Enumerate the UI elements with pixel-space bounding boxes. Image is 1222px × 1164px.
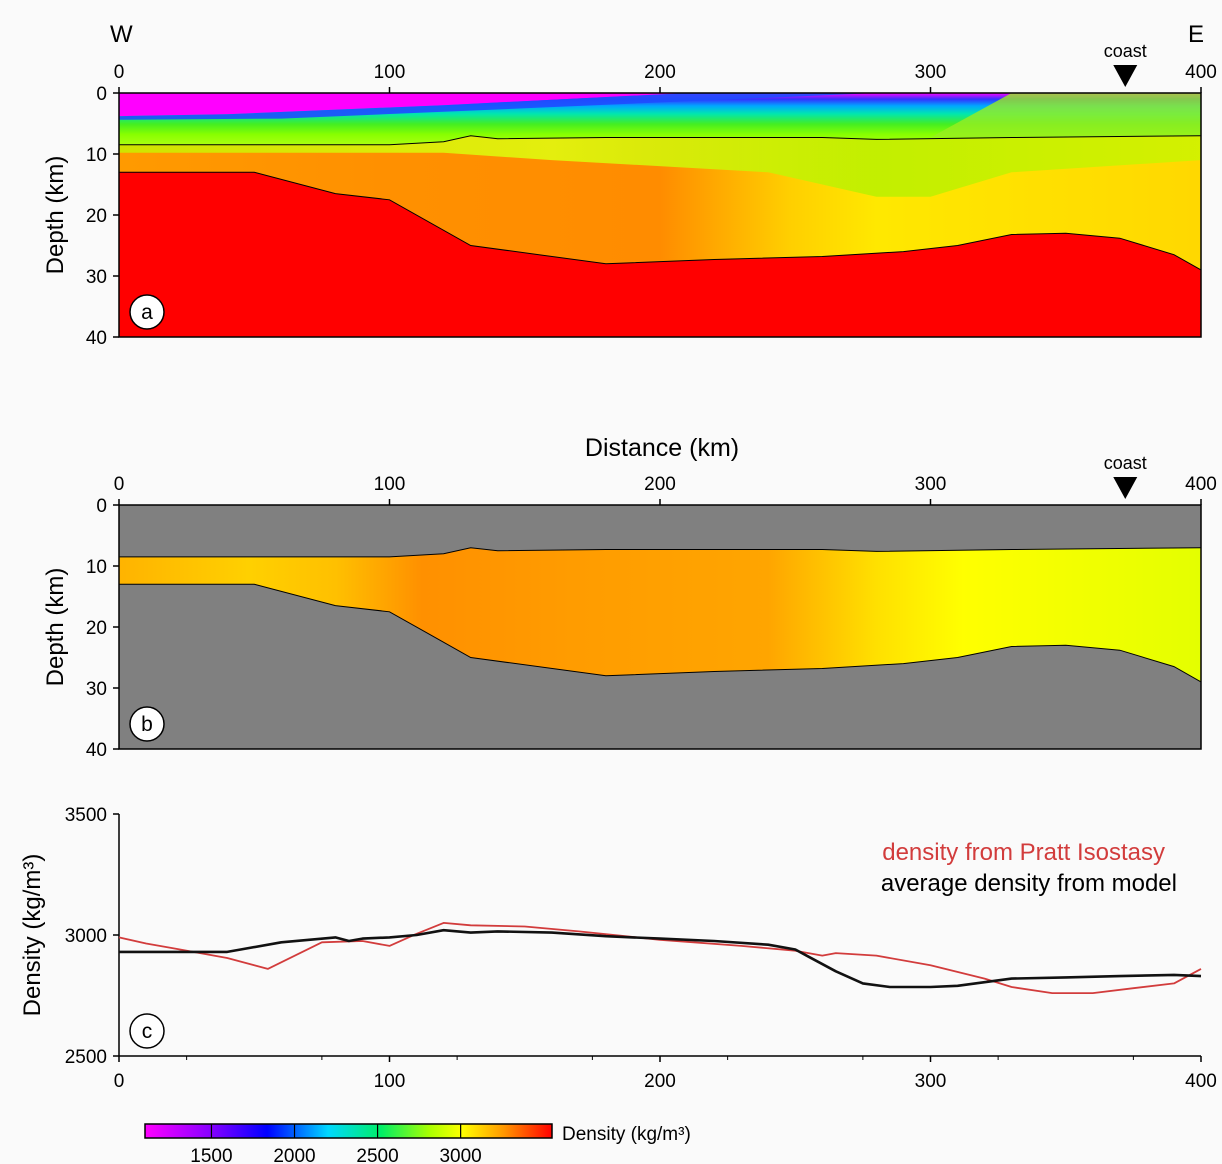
distance-axis-label: Distance (km) [585, 434, 739, 462]
density-colorbar: Density (kg/m³) 1500 2000 2500 3000 [144, 1123, 691, 1164]
panel-letter: b [141, 713, 153, 736]
x-tick-label: 300 [915, 1071, 947, 1092]
legend-pratt-isostasy: density from Pratt Isostasy [882, 839, 1165, 866]
y-tick-label: 0 [96, 84, 107, 105]
x-tick-label: 400 [1185, 474, 1217, 495]
y-axis-label: Density (kg/m³) [19, 854, 46, 1017]
coastal-shelf-region [930, 93, 1201, 138]
colorbar-tick-label: 2500 [356, 1146, 398, 1164]
panel-letter: a [141, 301, 153, 324]
coast-marker-icon [1113, 477, 1138, 499]
panel-letter-circle [129, 1013, 165, 1049]
panel-a-velocity-model: 0 100 200 300 400 0 10 20 30 40 Depth (km) coast a [42, 41, 1217, 349]
y-tick-label: 3000 [65, 926, 107, 947]
moho-line [119, 171, 1202, 271]
x-tick-label: 300 [915, 62, 947, 83]
blue-layer [119, 93, 877, 120]
panel-letter-circle [129, 294, 165, 330]
east-label: E [1188, 21, 1204, 48]
moho-line [119, 583, 1202, 683]
y-tick-label: 2500 [65, 1047, 107, 1068]
y-tick-label: 20 [86, 206, 107, 227]
x-tick-label: 400 [1185, 62, 1217, 83]
sediment-base-line [119, 547, 1202, 558]
x-tick-label: 300 [915, 474, 947, 495]
x-tick-label: 100 [374, 1071, 406, 1092]
x-tick-label: 0 [114, 62, 125, 83]
coast-marker-icon [1113, 65, 1138, 87]
y-tick-label: 20 [86, 618, 107, 639]
crust-region [119, 547, 1201, 682]
y-tick-label: 30 [86, 267, 107, 288]
legend-average-density: average density from model [881, 870, 1177, 897]
x-tick-label: 200 [644, 62, 676, 83]
x-tick-label: 400 [1185, 1071, 1217, 1092]
colorbar-tick-label: 3000 [439, 1146, 481, 1164]
x-tick-label: 0 [114, 474, 125, 495]
x-tick-label: 100 [374, 62, 406, 83]
panel-letter: c [142, 1020, 153, 1043]
panel-b-density-model: 0 100 200 300 400 0 10 20 30 40 Depth (km) coast b [42, 453, 1217, 761]
coast-label: coast [1104, 41, 1147, 61]
coast-label: coast [1104, 453, 1147, 473]
y-tick-label: 3500 [65, 805, 107, 826]
sediment-base-line [119, 135, 1202, 146]
x-tick-label: 200 [644, 474, 676, 495]
x-tick-label: 0 [114, 1071, 125, 1092]
panel-c-density-profile: 0 100 200 300 400 2500 3000 3500 Density (kg/m³)… [19, 805, 1217, 1092]
colorbar-label: Density (kg/m³) [562, 1124, 691, 1145]
upper-crust-region [119, 135, 1201, 197]
y-axis-label: Depth (km) [42, 156, 69, 275]
x-tick-label: 200 [644, 1071, 676, 1092]
y-tick-label: 40 [86, 740, 107, 761]
west-label: W [110, 21, 133, 48]
y-tick-label: 40 [86, 328, 107, 349]
y-tick-label: 0 [96, 496, 107, 517]
panel-letter-circle [129, 706, 165, 742]
pratt-isostasy-density-line [118, 922, 1202, 994]
average-model-density-line [119, 928, 1202, 989]
y-tick-label: 10 [86, 145, 107, 166]
y-tick-label: 30 [86, 679, 107, 700]
x-tick-label: 100 [374, 474, 406, 495]
colorbar-tick-label: 1500 [190, 1146, 232, 1164]
low-density-wedge [119, 93, 688, 117]
colorbar-gradient [144, 1123, 553, 1139]
y-tick-label: 10 [86, 557, 107, 578]
colorbar-tick-label: 2000 [273, 1146, 315, 1164]
y-axis-label: Depth (km) [42, 568, 69, 687]
